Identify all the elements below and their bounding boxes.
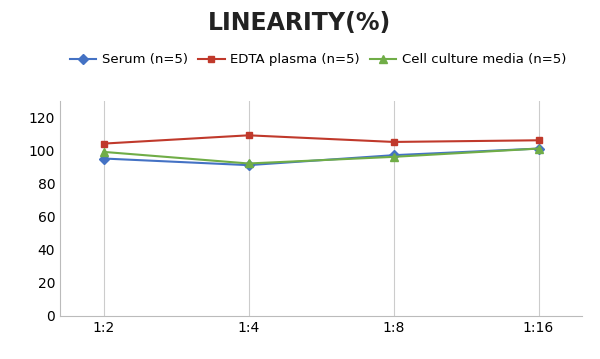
EDTA plasma (n=5) xyxy=(100,141,107,146)
Serum (n=5) xyxy=(245,163,252,167)
EDTA plasma (n=5) xyxy=(535,138,542,143)
Cell culture media (n=5) xyxy=(245,161,252,165)
Cell culture media (n=5) xyxy=(390,155,397,159)
Serum (n=5) xyxy=(535,146,542,151)
Text: LINEARITY(%): LINEARITY(%) xyxy=(208,11,392,35)
Line: EDTA plasma (n=5): EDTA plasma (n=5) xyxy=(100,132,542,147)
EDTA plasma (n=5) xyxy=(390,140,397,144)
Legend: Serum (n=5), EDTA plasma (n=5), Cell culture media (n=5): Serum (n=5), EDTA plasma (n=5), Cell cul… xyxy=(65,48,571,71)
Cell culture media (n=5) xyxy=(535,146,542,151)
Serum (n=5) xyxy=(100,157,107,161)
Serum (n=5) xyxy=(390,153,397,157)
Cell culture media (n=5) xyxy=(100,150,107,154)
EDTA plasma (n=5) xyxy=(245,133,252,137)
Line: Cell culture media (n=5): Cell culture media (n=5) xyxy=(100,144,542,168)
Line: Serum (n=5): Serum (n=5) xyxy=(100,145,542,169)
